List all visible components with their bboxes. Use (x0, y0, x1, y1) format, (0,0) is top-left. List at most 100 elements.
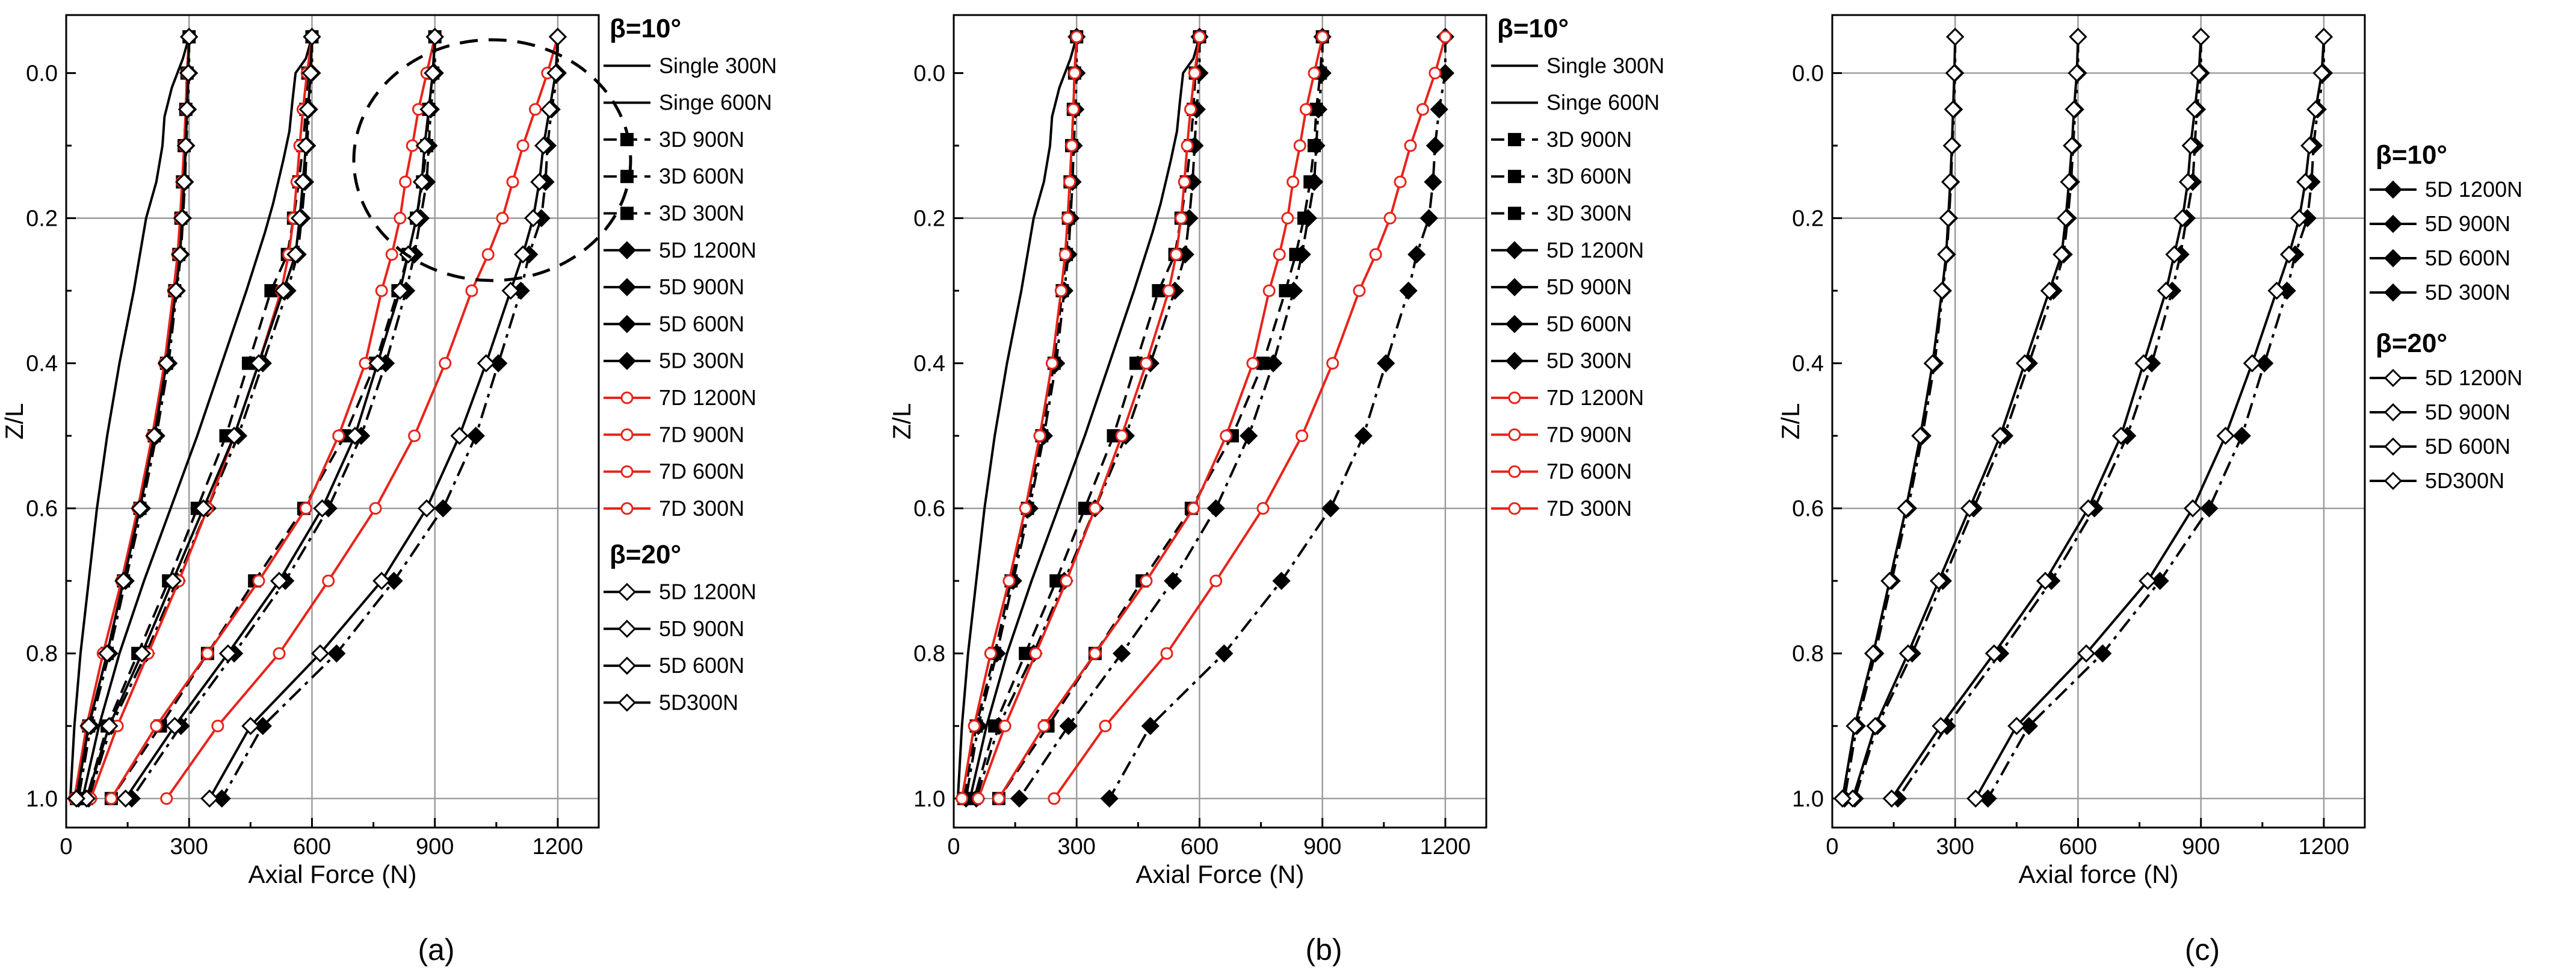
data-point (434, 499, 452, 518)
data-point (1067, 103, 1080, 116)
data-point (424, 64, 442, 82)
series-line (75, 37, 191, 799)
data-point (1181, 139, 1194, 152)
data-point (1286, 175, 1300, 188)
data-point (1246, 357, 1259, 370)
legend-entry-3d-600n: 3D 600N (1491, 164, 1632, 188)
y-axis-title: Z/L (1776, 403, 1805, 440)
data-point (157, 354, 176, 373)
series-b20-5d-600n (77, 28, 321, 808)
data-point (2068, 64, 2086, 82)
x-tick-label: 300 (1058, 834, 1096, 859)
legend-label: 7D 300N (659, 496, 744, 521)
series-line (1891, 37, 2202, 799)
data-point (211, 719, 224, 732)
data-point (1089, 502, 1102, 515)
x-axis-title: Axial force (N) (2018, 860, 2178, 888)
panel-a: 0 300 600 900 1200 0.0 0.2 0.4 0.6 0.8 1.0 Axial Fo… (0, 14, 777, 967)
legend: β=10° 5D 1200N 5D 900N 5D 600N 5D 300N β=20° 5… (2370, 140, 2522, 493)
data-point (116, 789, 135, 808)
legend-label: Singe 600N (659, 90, 772, 115)
x-axis-title: Axial Force (N) (1135, 860, 1304, 888)
data-point (2178, 173, 2198, 191)
data-point (489, 354, 508, 373)
series-line (1974, 37, 2325, 799)
series-line (1841, 37, 1957, 799)
data-point (2134, 354, 2153, 373)
legend-swatch-marker (620, 428, 634, 441)
legend-label: 5D 1200N (1546, 238, 1644, 262)
data-point (1933, 281, 1951, 300)
legend-label: 7D 1200N (1546, 385, 1644, 410)
data-point (1061, 212, 1074, 224)
series-singe-600n (969, 36, 1201, 799)
legend-label: 5D 1200N (2425, 177, 2522, 202)
data-point (1209, 574, 1223, 587)
data-point (2183, 499, 2202, 518)
legend-swatch-marker (1508, 465, 1521, 478)
data-point (1002, 574, 1016, 587)
series-line (81, 36, 314, 799)
legend-swatch-marker (1505, 277, 1524, 297)
legend-swatch-marker (2383, 283, 2403, 302)
legend-entry-5d-600n: 5D 600N (604, 653, 744, 678)
data-point (1937, 245, 1956, 264)
data-point (968, 719, 981, 732)
data-point (2063, 136, 2081, 155)
legend-swatch-marker (1505, 241, 1524, 259)
data-point (1308, 66, 1321, 79)
legend-swatch-marker (2383, 249, 2403, 268)
data-point (548, 28, 567, 46)
data-point (2216, 426, 2235, 445)
data-point (439, 357, 452, 370)
legend-label: 5D300N (2425, 468, 2504, 493)
data-point (176, 136, 195, 155)
legend-entry-single-300n: Single 300N (1491, 53, 1664, 78)
legend-label: 3D 300N (659, 201, 744, 226)
legend-label: 5D 300N (1546, 348, 1632, 373)
legend-entry-7d-900n: 7D 900N (1491, 422, 1632, 447)
legend-label: 5D 1200N (659, 238, 756, 262)
legend-group-title: β=10° (610, 14, 681, 43)
panel-b: 0 300 600 900 1200 0.0 0.2 0.4 0.6 0.8 1.0 Axial Fo… (888, 14, 1664, 967)
data-point (1939, 209, 1957, 228)
panel-c: 0 300 600 900 1200 0.0 0.2 0.4 0.6 0.8 1.0 Axial fo… (1776, 14, 2522, 967)
data-point (294, 173, 312, 191)
legend-entry-5d-300n: 5D 300N (1491, 348, 1632, 373)
data-point (984, 647, 997, 660)
data-point (1048, 792, 1061, 805)
legend-swatch-marker (617, 656, 637, 675)
data-point (419, 100, 438, 119)
data-point (1065, 139, 1078, 152)
legend-swatch-marker (620, 391, 634, 404)
legend-entry-5d-600n: 5D 600N (2370, 434, 2510, 459)
series-singe-600n (81, 36, 314, 799)
data-point (1019, 502, 1032, 515)
legend-label: 3D 300N (1546, 201, 1632, 226)
legend-label: 5D 1200N (659, 580, 756, 604)
legend-swatch-marker (617, 619, 637, 638)
data-point (534, 136, 553, 155)
data-point (1424, 173, 1442, 191)
y-axis-title: Z/L (0, 403, 28, 440)
legend-label: 7D 900N (1546, 422, 1632, 447)
y-tick-label: 0.6 (1792, 497, 1824, 522)
legend-entry-5d-900n: 5D 900N (1491, 274, 1632, 299)
series-line (87, 37, 314, 799)
data-point (2015, 354, 2034, 373)
series-5d-1200n (1100, 28, 1455, 808)
data-point (2019, 717, 2038, 735)
data-point (303, 28, 321, 46)
data-point (1898, 644, 1918, 663)
legend-label: 7D 1200N (659, 385, 756, 410)
data-point (2200, 499, 2219, 518)
legend-group-title: β=20° (610, 540, 681, 569)
data-point (1296, 429, 1309, 442)
data-point (465, 284, 478, 297)
legend-label: 3D 900N (659, 127, 744, 152)
data-point (286, 245, 305, 264)
legend-label: 3D 900N (1546, 127, 1632, 152)
legend-group-title: β=10° (1497, 14, 1569, 43)
series-line (973, 36, 1201, 799)
data-point (2314, 28, 2334, 46)
